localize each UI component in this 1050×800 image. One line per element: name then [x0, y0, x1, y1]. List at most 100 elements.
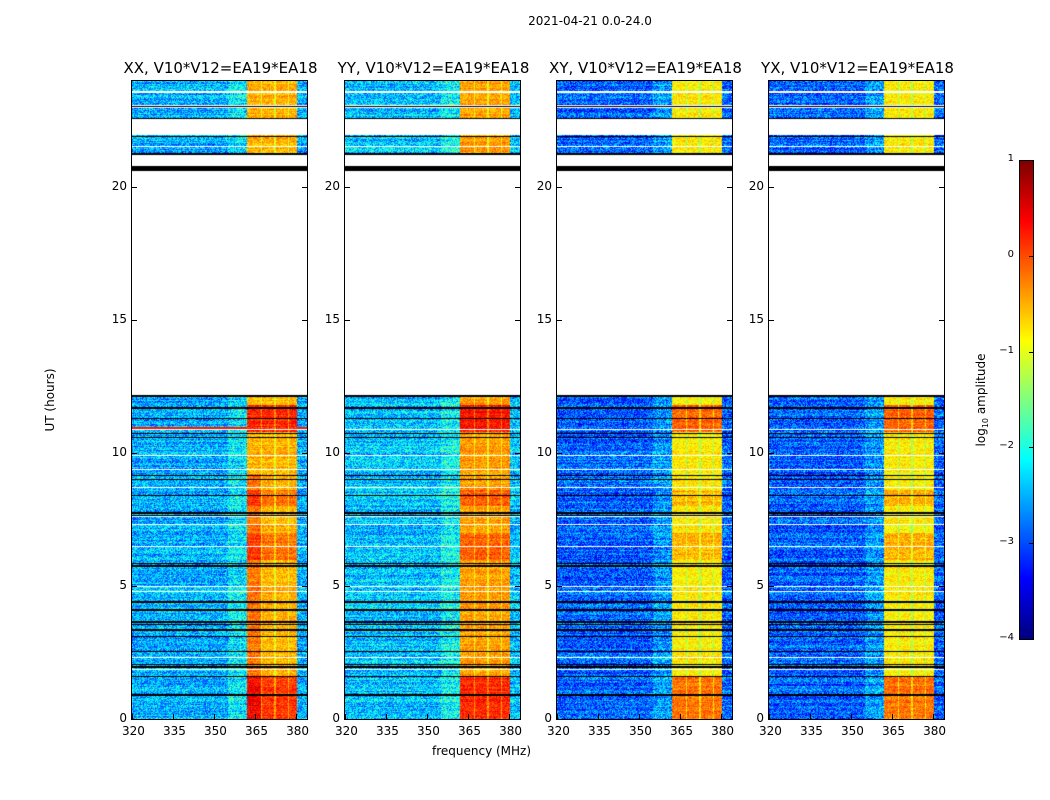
y-tick-label: 15 [536, 312, 552, 327]
x-tick-label: 365 [882, 724, 905, 738]
panel-xy: XY, V10*V12=EA19*EA18 [549, 59, 742, 720]
x-tick-label: 350 [417, 724, 440, 738]
x-tick-mark [680, 714, 682, 719]
y-tick-mark [557, 320, 562, 322]
colorbar-tick-label: −4 [999, 632, 1014, 643]
spectrogram-image [345, 81, 520, 719]
colorbar-label: log10 amplitude [973, 353, 991, 447]
y-tick-mark [769, 719, 774, 720]
y-tick-mark [302, 187, 307, 189]
x-tick-mark [214, 714, 216, 719]
colorbar-tick-label: −3 [999, 536, 1014, 548]
x-tick-mark [721, 714, 723, 719]
panel-xx: XX, V10*V12=EA19*EA18 [123, 59, 318, 720]
y-tick-mark [132, 719, 137, 720]
x-tick-label: 350 [841, 724, 864, 738]
x-tick-mark [427, 714, 429, 719]
y-tick-label: 10 [748, 445, 764, 460]
panel-title: XY, V10*V12=EA19*EA18 [549, 59, 742, 77]
y-tick-label: 5 [119, 578, 127, 593]
y-tick-label: 15 [748, 312, 764, 327]
x-tick-label: 320 [759, 724, 782, 738]
y-tick-mark [769, 586, 774, 588]
x-tick-mark [851, 714, 853, 719]
y-tick-label: 5 [756, 578, 764, 593]
x-tick-mark [769, 714, 770, 719]
y-tick-mark [345, 320, 350, 322]
colorbar-tick-label: −1 [999, 344, 1014, 356]
x-tick-label: 380 [923, 724, 946, 738]
x-tick-mark [468, 714, 470, 719]
y-tick-mark [132, 187, 137, 189]
y-tick-mark [557, 453, 562, 455]
y-tick-mark [515, 320, 520, 322]
x-tick-mark [509, 714, 511, 719]
y-tick-mark [302, 453, 307, 455]
y-tick-mark [345, 187, 350, 189]
colorbar-tick-mark [1029, 351, 1034, 353]
panel-yx: YX, V10*V12=EA19*EA18 [761, 59, 954, 720]
x-tick-mark [296, 714, 298, 719]
y-tick-mark [345, 586, 350, 588]
x-tick-mark [386, 714, 388, 719]
x-tick-label: 350 [204, 724, 227, 738]
x-tick-label: 320 [547, 724, 570, 738]
x-tick-label: 350 [629, 724, 652, 738]
figure-title: 2021-04-21 0.0-24.0 [528, 14, 652, 28]
y-tick-mark [769, 320, 774, 322]
y-tick-mark [302, 320, 307, 322]
colorbar-tick-mark [1029, 255, 1034, 257]
y-tick-label: 10 [324, 445, 340, 460]
y-tick-label: 15 [324, 312, 340, 327]
x-tick-mark [810, 714, 812, 719]
spectrogram-image [557, 81, 732, 719]
y-tick-label: 0 [544, 711, 552, 725]
y-tick-label: 0 [332, 711, 340, 725]
y-tick-mark [557, 187, 562, 189]
y-tick-mark [132, 453, 137, 455]
y-tick-mark [557, 719, 562, 720]
x-tick-label: 320 [122, 724, 145, 738]
x-tick-label: 380 [711, 724, 734, 738]
y-tick-mark [345, 453, 350, 455]
y-tick-mark [769, 453, 774, 455]
x-axis-label: frequency (MHz) [432, 744, 532, 758]
y-tick-mark [515, 453, 520, 455]
y-tick-label: 20 [748, 179, 764, 194]
y-tick-mark [515, 719, 520, 720]
x-tick-label: 380 [286, 724, 309, 738]
colorbar-tick-label: −2 [999, 440, 1014, 452]
x-tick-mark [598, 714, 600, 719]
x-tick-mark [892, 714, 894, 719]
y-tick-mark [939, 453, 944, 455]
y-tick-mark [132, 586, 137, 588]
y-tick-mark [515, 586, 520, 588]
x-tick-mark [933, 714, 935, 719]
colorbar-tick-mark [1029, 160, 1034, 161]
x-tick-label: 335 [376, 724, 399, 738]
y-tick-label: 20 [111, 179, 127, 194]
y-tick-label: 20 [324, 179, 340, 194]
y-tick-mark [557, 586, 562, 588]
x-tick-label: 365 [458, 724, 481, 738]
colorbar-tick-mark [1029, 639, 1034, 640]
x-tick-mark [345, 714, 346, 719]
y-tick-label: 0 [119, 711, 127, 725]
panel-yy: YY, V10*V12=EA19*EA18 [338, 59, 529, 720]
y-tick-mark [302, 586, 307, 588]
y-tick-mark [939, 719, 944, 720]
y-tick-mark [939, 320, 944, 322]
y-tick-label: 10 [111, 445, 127, 460]
y-axis-label: UT (hours) [43, 368, 57, 432]
x-tick-label: 380 [499, 724, 522, 738]
colorbar-tick-label: 1 [1007, 153, 1014, 164]
spectrogram-image [769, 81, 944, 719]
panel-title: YX, V10*V12=EA19*EA18 [761, 59, 954, 77]
y-tick-label: 10 [536, 445, 552, 460]
y-tick-mark [727, 320, 732, 322]
x-tick-label: 335 [588, 724, 611, 738]
x-tick-mark [557, 714, 558, 719]
colorbar-tick-mark [1029, 447, 1034, 449]
y-tick-mark [727, 719, 732, 720]
